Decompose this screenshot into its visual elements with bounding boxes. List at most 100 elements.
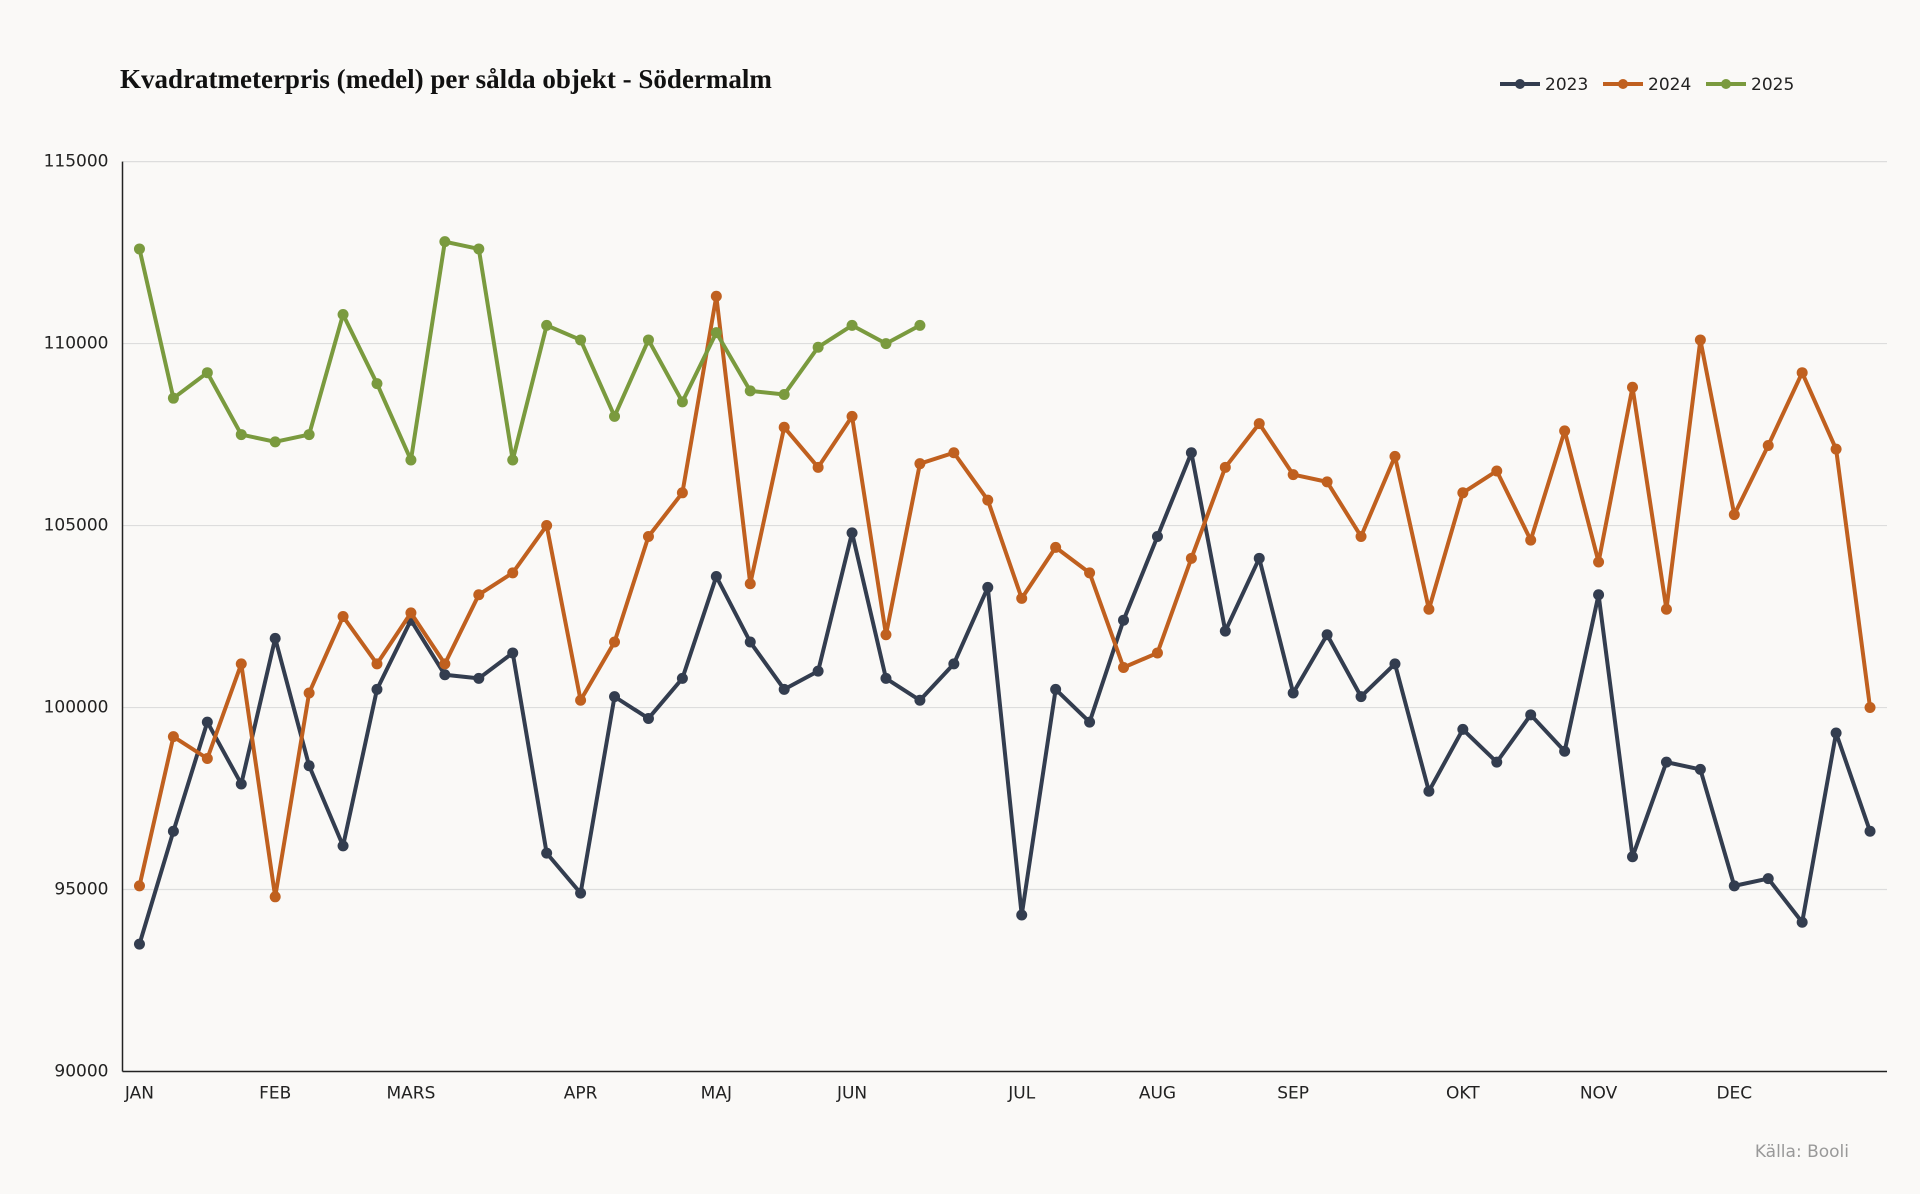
data-point — [473, 589, 485, 601]
data-point — [167, 825, 179, 837]
data-point — [1321, 476, 1333, 488]
data-point — [439, 658, 451, 670]
data-point — [1660, 756, 1672, 768]
series-line — [137, 450, 1872, 945]
data-point — [778, 683, 790, 695]
data-point — [1151, 530, 1163, 542]
x-tick-label: OKT — [1446, 1084, 1480, 1104]
data-point — [1559, 425, 1571, 437]
data-point — [439, 669, 451, 681]
data-point — [133, 243, 145, 255]
data-point — [439, 236, 451, 248]
data-point — [1593, 556, 1605, 568]
data-point — [676, 672, 688, 684]
legend-dot — [1618, 79, 1628, 89]
data-point — [744, 578, 756, 590]
data-point — [371, 658, 383, 670]
data-point — [609, 691, 621, 703]
y-tick-label: 90000 — [54, 1062, 108, 1082]
data-point — [880, 338, 892, 350]
data-point — [405, 607, 417, 619]
data-point — [846, 319, 858, 331]
data-point — [880, 629, 892, 641]
data-point — [710, 290, 722, 302]
data-point — [710, 571, 722, 583]
data-point — [201, 752, 213, 764]
data-point — [642, 712, 654, 724]
data-point — [812, 341, 824, 353]
data-point — [609, 410, 621, 422]
data-point — [575, 334, 587, 346]
data-point — [1389, 658, 1401, 670]
data-point — [133, 938, 145, 950]
data-point — [1728, 509, 1740, 521]
data-point — [575, 694, 587, 706]
y-tick-label: 100000 — [44, 698, 109, 718]
legend-label: 2024 — [1648, 75, 1691, 95]
data-point — [1694, 763, 1706, 775]
data-point — [710, 327, 722, 339]
data-point — [1762, 873, 1774, 885]
data-point — [1423, 785, 1435, 797]
data-point — [846, 410, 858, 422]
data-point — [541, 847, 553, 859]
y-tick-label: 105000 — [44, 516, 109, 536]
data-point — [642, 334, 654, 346]
data-point — [1219, 461, 1231, 473]
data-point — [676, 396, 688, 408]
source: Källa: Booli — [1755, 1142, 1849, 1162]
data-point — [1728, 880, 1740, 892]
legend-label: 2023 — [1545, 75, 1588, 95]
data-point — [1287, 469, 1299, 481]
series-line — [137, 294, 1873, 899]
legend-dot — [1721, 79, 1731, 89]
data-point — [778, 421, 790, 433]
data-point — [507, 647, 519, 659]
data-point — [1389, 450, 1401, 462]
x-tick-label: SEP — [1277, 1084, 1309, 1104]
data-point — [1830, 443, 1842, 455]
data-point — [1355, 691, 1367, 703]
data-point — [235, 658, 247, 670]
data-point — [473, 672, 485, 684]
data-point — [1016, 909, 1028, 921]
data-point — [575, 887, 587, 899]
data-point — [1287, 687, 1299, 699]
chart-title: Kvadratmeterpris (medel) per sålda objek… — [120, 64, 772, 94]
x-tick-label: DEC — [1716, 1084, 1752, 1104]
data-point — [1423, 603, 1435, 615]
x-tick-label: JUN — [836, 1084, 867, 1104]
x-tick-label: MARS — [386, 1084, 435, 1104]
legend-dot — [1515, 79, 1525, 89]
data-point — [914, 458, 926, 470]
data-point — [1084, 716, 1096, 728]
x-tick-label: JAN — [124, 1084, 154, 1104]
y-tick-label: 115000 — [44, 152, 109, 172]
data-point — [269, 436, 281, 448]
data-point — [778, 389, 790, 401]
data-point — [337, 611, 349, 623]
data-point — [1118, 662, 1130, 674]
data-point — [1016, 592, 1028, 604]
data-point — [371, 683, 383, 695]
data-point — [1253, 552, 1265, 564]
data-point — [914, 319, 926, 331]
data-point — [1864, 825, 1876, 837]
data-point — [1151, 647, 1163, 659]
data-point — [201, 716, 213, 728]
data-point — [541, 520, 553, 532]
data-point — [1050, 541, 1062, 553]
data-point — [982, 581, 994, 593]
data-point — [303, 687, 315, 699]
x-tick-label: JUL — [1007, 1084, 1035, 1104]
data-point — [1694, 334, 1706, 346]
data-point — [1491, 756, 1503, 768]
x-tick-label: MAJ — [701, 1084, 732, 1104]
data-point — [167, 392, 179, 404]
y-tick-label: 110000 — [44, 334, 109, 354]
data-point — [1762, 439, 1774, 451]
data-point — [982, 494, 994, 506]
data-point — [405, 454, 417, 466]
data-point — [880, 672, 892, 684]
data-point — [235, 778, 247, 790]
